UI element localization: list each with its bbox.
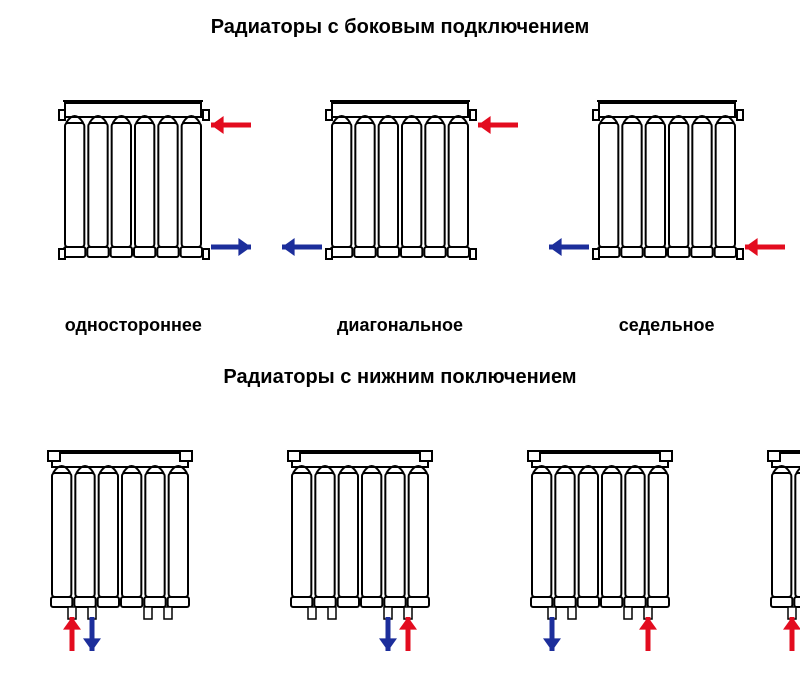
diagram-cell: [480, 399, 720, 659]
radiator-diagram: [547, 49, 787, 309]
diagram-cell: диагональное: [280, 49, 520, 336]
title-side: Радиаторы с боковым подключением: [0, 16, 800, 39]
diagram-label: диагональное: [337, 315, 463, 336]
radiator-diagram: [480, 399, 720, 659]
row-side-connection: одностороннее диагональное седельное: [0, 49, 800, 336]
radiator-diagram: [13, 49, 253, 309]
diagram-cell: одностороннее: [13, 49, 253, 336]
diagram-cell: [240, 399, 480, 659]
radiator-diagram: [720, 399, 800, 659]
diagram-cell: седельное: [547, 49, 787, 336]
diagram-cell: [720, 399, 800, 659]
radiator-diagram: [280, 49, 520, 309]
diagram-label: седельное: [619, 315, 715, 336]
radiator-diagram: [0, 399, 240, 659]
radiator-diagram: [240, 399, 480, 659]
title-bottom: Радиаторы с нижним поключением: [0, 366, 800, 389]
row-bottom-connection: [0, 399, 800, 659]
diagram-cell: [0, 399, 240, 659]
diagram-label: одностороннее: [65, 315, 202, 336]
